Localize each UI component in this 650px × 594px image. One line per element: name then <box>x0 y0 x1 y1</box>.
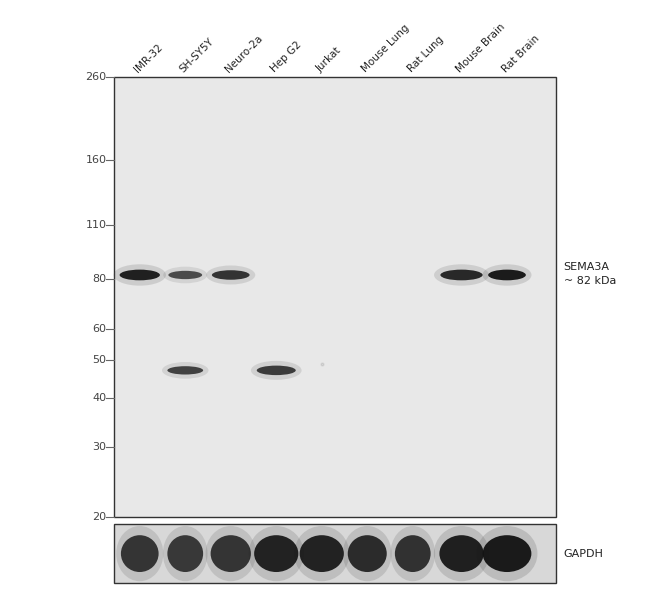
Ellipse shape <box>441 270 482 280</box>
Ellipse shape <box>251 361 302 380</box>
Ellipse shape <box>248 526 304 581</box>
Ellipse shape <box>294 526 350 581</box>
Text: Neuro-2a: Neuro-2a <box>224 33 265 74</box>
Ellipse shape <box>212 270 250 280</box>
Ellipse shape <box>482 535 532 572</box>
Text: 40: 40 <box>92 393 107 403</box>
Ellipse shape <box>121 535 159 572</box>
Ellipse shape <box>395 535 430 572</box>
Bar <box>114 524 556 583</box>
Text: 30: 30 <box>92 443 107 452</box>
Text: Mouse Brain: Mouse Brain <box>454 21 507 74</box>
Ellipse shape <box>348 535 387 572</box>
Ellipse shape <box>114 264 166 286</box>
Ellipse shape <box>205 526 256 581</box>
Text: GAPDH: GAPDH <box>564 549 603 558</box>
Ellipse shape <box>482 264 532 286</box>
Ellipse shape <box>163 267 207 283</box>
Text: 80: 80 <box>92 274 107 284</box>
Ellipse shape <box>488 270 526 280</box>
Text: 160: 160 <box>86 156 107 165</box>
Ellipse shape <box>254 535 298 572</box>
Ellipse shape <box>391 526 435 581</box>
Ellipse shape <box>434 526 489 581</box>
Bar <box>114 77 556 517</box>
Ellipse shape <box>168 271 202 279</box>
Ellipse shape <box>206 266 255 285</box>
Ellipse shape <box>439 535 484 572</box>
Ellipse shape <box>434 264 489 286</box>
Text: 60: 60 <box>92 324 107 333</box>
Ellipse shape <box>163 526 207 581</box>
Text: IMR-32: IMR-32 <box>133 42 165 74</box>
Text: 50: 50 <box>92 355 107 365</box>
Text: Jurkat: Jurkat <box>315 46 343 74</box>
Ellipse shape <box>343 526 391 581</box>
Ellipse shape <box>120 270 160 280</box>
Ellipse shape <box>167 366 203 374</box>
Ellipse shape <box>162 362 209 378</box>
Text: SEMA3A: SEMA3A <box>564 263 610 272</box>
Ellipse shape <box>257 365 296 375</box>
Ellipse shape <box>476 526 538 581</box>
Text: Rat Lung: Rat Lung <box>406 34 445 74</box>
Text: Rat Brain: Rat Brain <box>500 33 541 74</box>
Text: SH-SY5Y: SH-SY5Y <box>178 36 216 74</box>
Text: Hep G2: Hep G2 <box>269 40 304 74</box>
Text: 110: 110 <box>86 220 107 230</box>
Ellipse shape <box>116 526 163 581</box>
Text: Mouse Lung: Mouse Lung <box>360 23 411 74</box>
Text: 260: 260 <box>85 72 107 82</box>
Ellipse shape <box>211 535 251 572</box>
Ellipse shape <box>167 535 203 572</box>
Text: 20: 20 <box>92 512 107 522</box>
Ellipse shape <box>300 535 344 572</box>
Text: ~ 82 kDa: ~ 82 kDa <box>564 276 616 286</box>
